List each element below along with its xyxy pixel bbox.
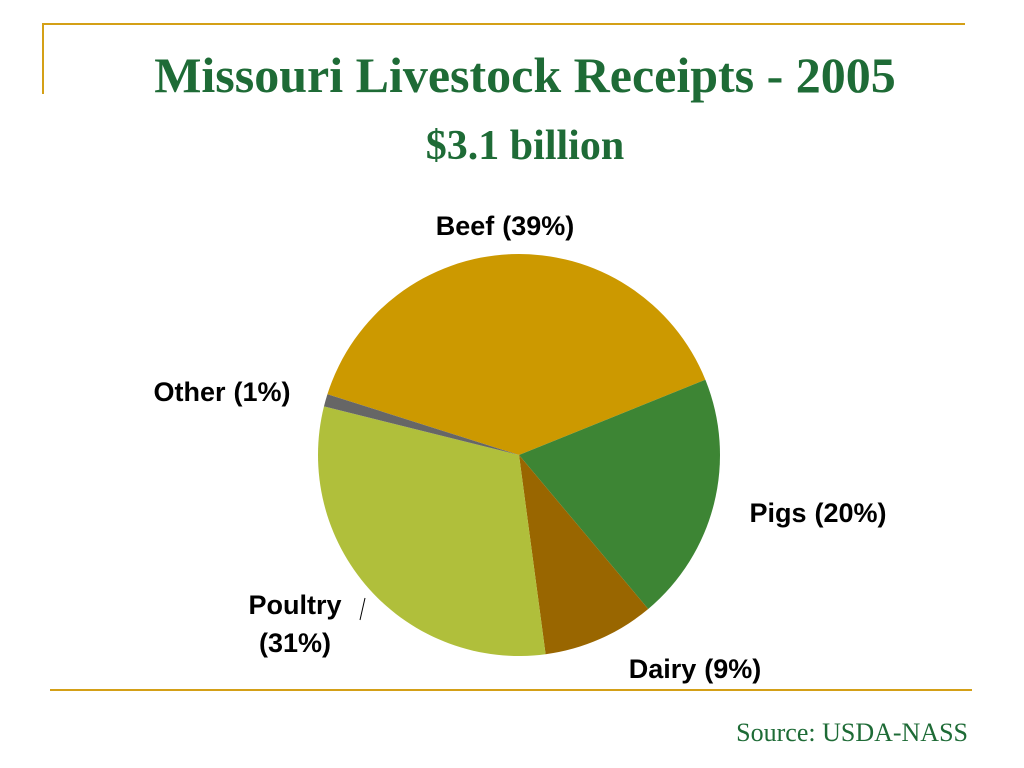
label-category: Poultry: [248, 590, 341, 620]
slice-label: Other (1%): [153, 377, 290, 407]
pie: [318, 253, 720, 656]
label-value: (9%): [704, 654, 761, 684]
source: Source: USDA-NASS: [736, 718, 968, 747]
label-category: Pigs: [749, 498, 806, 528]
chart-title: Missouri Livestock Receipts - 2005: [154, 47, 896, 103]
slice-label: Poultry (31%): [248, 590, 341, 658]
pie-slice: [519, 455, 649, 655]
slice-label: Beef (39%): [436, 211, 575, 241]
leader-line: [359, 597, 366, 621]
chart-subtitle: $3.1 billion: [426, 123, 624, 169]
slice-label: Pigs (20%): [749, 498, 886, 528]
pie-slice: [519, 379, 720, 609]
pie-slice: [323, 394, 519, 455]
pie-slice: [327, 253, 706, 455]
label-value: (39%): [502, 211, 574, 241]
label-category: Dairy: [629, 654, 697, 684]
label-category: Other: [153, 377, 226, 407]
label-value: (1%): [234, 377, 291, 407]
label-category: Beef: [436, 211, 496, 241]
slice-label: Dairy (9%): [629, 654, 762, 684]
label-value: (20%): [815, 498, 887, 528]
pie-slice: [318, 406, 546, 656]
label-value: (31%): [259, 628, 331, 658]
